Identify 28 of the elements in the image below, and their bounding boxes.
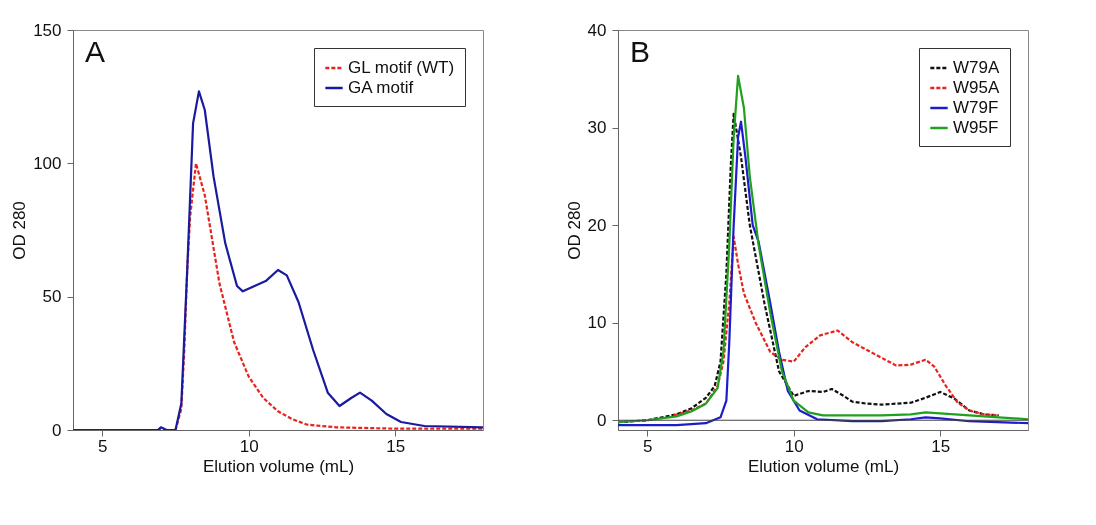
y-axis-title: OD 280 — [564, 201, 584, 260]
y-axis-title: OD 280 — [10, 201, 30, 260]
y-tick-label: 100 — [33, 153, 62, 173]
y-tick-label: 30 — [587, 118, 607, 138]
y-tick-label: 50 — [42, 287, 62, 307]
legend-label: W95F — [953, 118, 999, 137]
x-axis-title: Elution volume (mL) — [202, 456, 355, 476]
line-series — [672, 235, 1000, 417]
annotation: B — [630, 35, 651, 68]
x-axis-title: Elution volume (mL) — [747, 456, 900, 476]
y-tick-label: 150 — [33, 20, 62, 40]
x-tick-label: 5 — [98, 436, 108, 456]
y-tick-label: 10 — [587, 313, 607, 333]
x-tick-label: 15 — [386, 436, 406, 456]
x-tick-label: 5 — [643, 436, 653, 456]
y-tick-label: 0 — [52, 420, 62, 440]
legend-label: W79A — [953, 58, 1000, 77]
x-tick-label: 10 — [239, 436, 259, 456]
x-tick-label: 10 — [784, 436, 804, 456]
legend-label: GA motif — [348, 78, 414, 97]
legend-label: GL motif (WT) — [348, 58, 455, 77]
annotation: A — [85, 35, 106, 68]
x-tick-label: 15 — [931, 436, 951, 456]
y-tick-label: 40 — [587, 20, 607, 40]
legend-label: W95A — [953, 78, 1000, 97]
y-tick-label: 0 — [597, 410, 607, 430]
legend-label: W79F — [953, 98, 999, 117]
y-tick-label: 20 — [587, 215, 607, 235]
